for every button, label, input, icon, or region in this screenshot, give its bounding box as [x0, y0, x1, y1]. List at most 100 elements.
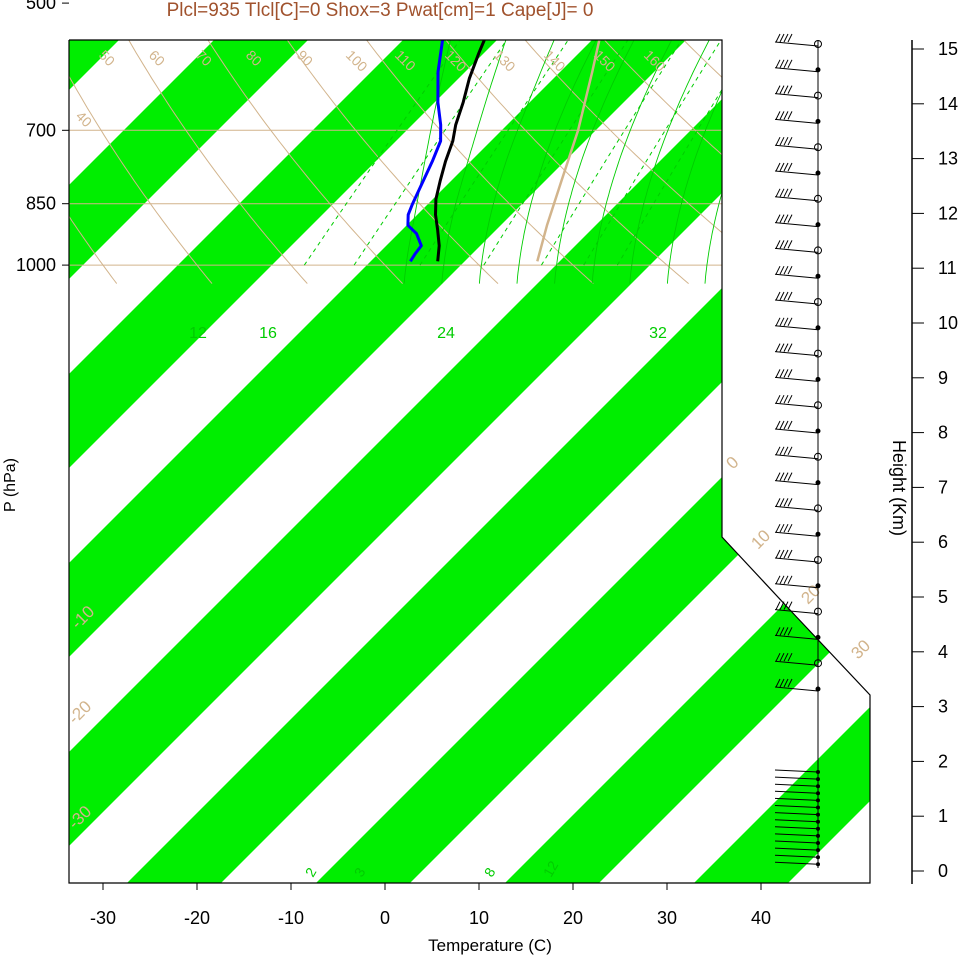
height-tick-label: 5	[938, 587, 948, 607]
wind-barb	[774, 840, 819, 844]
wind-dot	[816, 848, 820, 853]
wind-barb-feather	[779, 188, 785, 198]
sounding-profiles	[312, 40, 658, 263]
wind-barb	[774, 583, 819, 589]
wind-barb-feather	[787, 394, 793, 404]
wind-barb-feather	[787, 652, 793, 662]
wind-barb-feather	[779, 59, 785, 69]
wind-barb-feather	[779, 162, 785, 172]
dry-adiabat-line	[794, 40, 870, 285]
y-tick-label: 1000	[16, 255, 56, 275]
height-tick-label: 10	[938, 313, 958, 333]
mixing-ratio-line	[353, 40, 592, 266]
wind-barb	[774, 480, 819, 486]
wind-barb-feather	[775, 291, 781, 301]
wind-dot	[815, 376, 821, 382]
wind-barb-feather	[783, 265, 789, 275]
x-tick-label: -20	[184, 908, 210, 928]
wind-barb-feather	[775, 136, 781, 146]
dry-adiabat-line	[69, 40, 213, 284]
wind-barb	[774, 67, 819, 73]
wind-barb-feather	[787, 188, 793, 198]
wind-dot	[815, 273, 821, 279]
dry-adiabat-bands	[69, 40, 870, 883]
wind-barb	[774, 783, 819, 787]
height-tick-label: 4	[938, 642, 948, 662]
height-tick-label: 9	[938, 368, 948, 388]
wind-barb-feather	[779, 85, 785, 94]
wind-barb-feather	[787, 136, 793, 146]
mixing-ratio-line	[303, 40, 546, 266]
wind-barb-feather	[775, 523, 781, 533]
dewpoint-profile-line	[312, 40, 545, 263]
axes: -30-20-100102030401001502002503004005007…	[16, 0, 958, 928]
dry-adiabat-line	[308, 40, 870, 285]
wind-dot	[814, 607, 822, 616]
wind-barb-feather	[779, 420, 785, 430]
wind-barb-feather	[775, 394, 781, 404]
wind-barb	[774, 776, 819, 780]
wind-barb-feather	[787, 291, 793, 301]
height-tick-label: 14	[938, 94, 958, 114]
wind-dot	[815, 67, 821, 73]
wind-barb	[774, 609, 819, 615]
adiabat-band	[69, 40, 870, 883]
dry-adiabat-line	[69, 40, 308, 284]
wind-barb	[774, 812, 819, 816]
wind-barb	[774, 833, 819, 837]
wind-dot	[816, 819, 820, 824]
mixing-ratio-line	[419, 40, 651, 266]
wind-dot	[816, 770, 820, 774]
wind-barb-feather	[775, 111, 781, 120]
wind-barb-feather	[779, 111, 785, 120]
temperature-profile-line	[434, 40, 658, 262]
wind-dot	[815, 170, 821, 176]
wind-barb-feather	[783, 601, 789, 610]
wind-dot	[814, 659, 822, 668]
moist-adiabat-line	[441, 40, 693, 284]
wind-barb-feather	[787, 523, 793, 533]
y-tick-label: 700	[26, 120, 56, 140]
wind-dot	[814, 401, 822, 410]
height-tick-label: 11	[938, 258, 957, 278]
wind-barb-feather	[783, 523, 789, 533]
wind-barb-feather	[779, 291, 785, 301]
wind-barb-feather	[787, 498, 793, 507]
wind-barb-feather	[775, 369, 781, 378]
theta-e-label: 24	[437, 325, 455, 342]
wind-barb-feather	[779, 394, 785, 404]
wind-barb-feather	[779, 214, 785, 223]
x-tick-label: 30	[657, 908, 677, 928]
wind-barb-feather	[783, 111, 789, 120]
wind-barb-feather	[779, 240, 785, 249]
wind-barb	[774, 634, 819, 640]
theta-e-label: 12	[189, 325, 207, 342]
moist-adiabat-line	[591, 40, 870, 284]
theta-e-label: 32	[649, 325, 667, 342]
wind-dot	[816, 855, 820, 860]
wind-dot	[814, 143, 822, 152]
wind-barb	[774, 790, 819, 794]
wind-barb-feather	[787, 33, 793, 43]
wind-barb-feather	[783, 343, 789, 352]
height-axis-title: Height (Km)	[889, 440, 909, 536]
wind-dot	[814, 504, 822, 513]
theta-label: 130	[491, 47, 519, 75]
wind-dot	[816, 805, 820, 810]
wind-dot	[814, 298, 822, 306]
wind-barb-feather	[787, 472, 793, 481]
wind-barb-feather	[787, 420, 793, 430]
wind-barb-feather	[787, 214, 793, 223]
wind-barb-feather	[787, 549, 793, 559]
x-tick-label: 10	[469, 908, 489, 928]
wind-barb	[774, 797, 819, 801]
theta-label: 100	[343, 47, 371, 75]
wind-barb-feather	[779, 523, 785, 533]
wind-dot	[815, 480, 821, 486]
wind-dot	[815, 222, 821, 228]
wind-barb-feather	[775, 472, 781, 481]
wind-barb-feather	[775, 678, 781, 688]
wind-barb-feather	[787, 85, 793, 94]
